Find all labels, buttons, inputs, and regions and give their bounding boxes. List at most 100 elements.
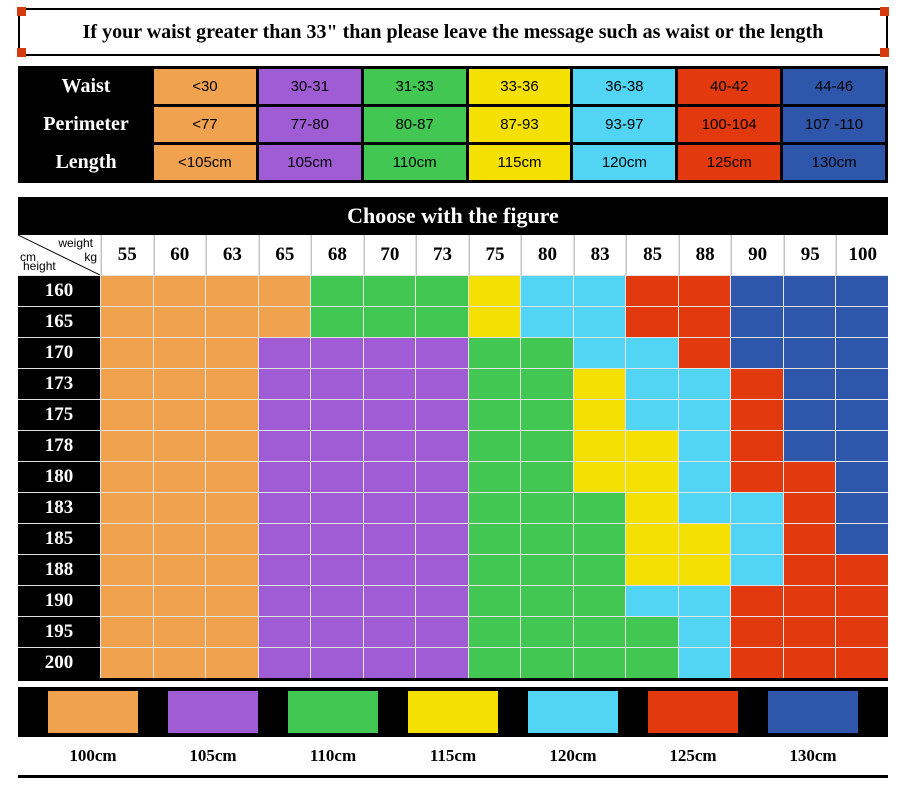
- grid-height-label: 180: [18, 462, 100, 492]
- grid-cell: [311, 524, 363, 554]
- grid-cell: [783, 648, 836, 678]
- grid-cell: [416, 493, 468, 523]
- grid-cell: [101, 369, 153, 399]
- grid-cell: [416, 524, 468, 554]
- grid-cell: [521, 400, 573, 430]
- grid-cell: [573, 524, 626, 554]
- grid-cell: [363, 369, 416, 399]
- grid-cell: [783, 369, 836, 399]
- grid-cell: [573, 555, 626, 585]
- size-table-cell: 80-87: [363, 107, 466, 142]
- grid-cell: [468, 400, 521, 430]
- grid-cell: [678, 555, 731, 585]
- grid-cell: [468, 555, 521, 585]
- grid-cell: [521, 307, 573, 337]
- grid-cell: [206, 307, 258, 337]
- size-table-cell: <77: [154, 107, 256, 142]
- grid-cell: [836, 648, 888, 678]
- size-table-row-header: Waist: [21, 69, 151, 104]
- grid-cell: [363, 617, 416, 647]
- grid-weight-header: 68: [311, 235, 363, 275]
- grid-cell: [101, 493, 153, 523]
- grid-height-label: 175: [18, 400, 100, 430]
- grid-cell: [416, 338, 468, 368]
- grid-cell: [153, 431, 206, 461]
- grid-cell: [153, 400, 206, 430]
- grid-cell: [626, 431, 678, 461]
- grid-cell: [573, 276, 626, 306]
- grid-cell: [836, 431, 888, 461]
- grid-cell: [363, 400, 416, 430]
- grid-height-label: 185: [18, 524, 100, 554]
- red-corner-mark-icon: [880, 48, 889, 57]
- size-table-cell: 33-36: [468, 69, 571, 104]
- grid-weight-header: 85: [626, 235, 678, 275]
- legend-swatch: [408, 691, 498, 733]
- grid-weight-header: 55: [101, 235, 153, 275]
- grid-cell: [311, 431, 363, 461]
- legend-label-row: 100cm 105cm 110cm 115cm 120cm 125cm 130cm: [18, 737, 888, 775]
- size-table-cell: 107 -110: [783, 107, 885, 142]
- grid-weight-header: 65: [258, 235, 311, 275]
- grid-weight-header: 95: [783, 235, 836, 275]
- grid-corner-cell: weight kg cm height: [18, 235, 100, 275]
- grid-cell: [258, 276, 311, 306]
- grid-cell: [258, 462, 311, 492]
- grid-weight-header: 80: [521, 235, 573, 275]
- grid-cell: [206, 648, 258, 678]
- grid-cell: [258, 400, 311, 430]
- size-table-cell: 87-93: [468, 107, 571, 142]
- grid-cell: [626, 307, 678, 337]
- legend-swatch: [768, 691, 858, 733]
- grid-cell: [521, 431, 573, 461]
- legend-swatch-row: [18, 687, 888, 737]
- grid-cell: [678, 400, 731, 430]
- grid-cell: [468, 276, 521, 306]
- grid-cell: [573, 369, 626, 399]
- legend-label: 115cm: [429, 746, 477, 765]
- grid-weight-header: 90: [731, 235, 783, 275]
- legend-swatch: [528, 691, 618, 733]
- grid-weight-header: 73: [416, 235, 468, 275]
- grid-cell: [626, 524, 678, 554]
- grid-cell: [311, 338, 363, 368]
- legend-label: 120cm: [549, 746, 597, 765]
- grid-cell: [101, 431, 153, 461]
- grid-cell: [626, 400, 678, 430]
- size-table-cell: 30-31: [258, 69, 361, 104]
- banner: If your waist greater than 33" than plea…: [17, 7, 889, 57]
- grid-height-label: 178: [18, 431, 100, 461]
- grid-cell: [206, 617, 258, 647]
- grid-cell: [678, 462, 731, 492]
- size-table-cell: 77-80: [258, 107, 361, 142]
- grid-cell: [416, 586, 468, 616]
- grid-height-label: 195: [18, 617, 100, 647]
- grid-cell: [101, 617, 153, 647]
- grid-cell: [363, 462, 416, 492]
- size-table-cell: 125cm: [678, 145, 781, 180]
- grid-cell: [206, 338, 258, 368]
- legend: 100cm 105cm 110cm 115cm 120cm 125cm 130cm: [18, 687, 888, 778]
- grid-cell: [731, 431, 783, 461]
- grid-cell: [468, 586, 521, 616]
- grid-cell: [573, 431, 626, 461]
- grid-cell: [783, 493, 836, 523]
- grid-cell: [731, 276, 783, 306]
- grid-cell: [153, 586, 206, 616]
- size-table: Waist <30 30-31 31-33 33-36 36-38 40-42 44-46 Pe…: [18, 66, 888, 183]
- grid-cell: [626, 369, 678, 399]
- grid-cell: [678, 276, 731, 306]
- size-table-cell: 31-33: [363, 69, 466, 104]
- grid-cell: [363, 276, 416, 306]
- grid-cell: [416, 617, 468, 647]
- corner-kg-label: kg: [84, 250, 97, 264]
- grid-cell: [258, 586, 311, 616]
- grid-cell: [206, 493, 258, 523]
- grid-cell: [521, 555, 573, 585]
- grid-cell: [258, 307, 311, 337]
- size-table-cell: <30: [154, 69, 256, 104]
- grid-cell: [311, 369, 363, 399]
- grid-cell: [468, 369, 521, 399]
- size-table-cell: 110cm: [363, 145, 466, 180]
- grid-cell: [678, 493, 731, 523]
